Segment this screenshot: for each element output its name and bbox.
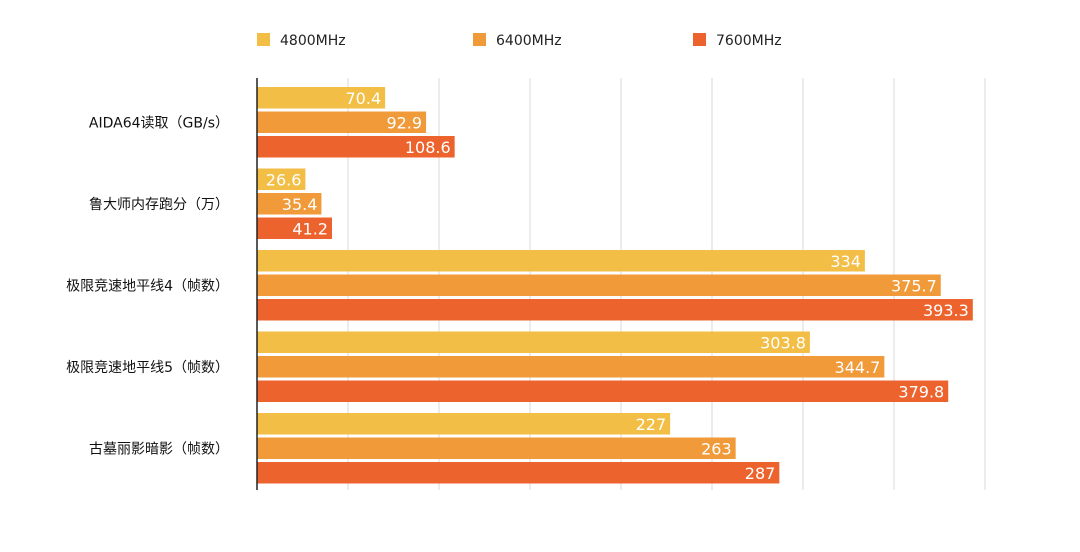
bar-value-label: 344.7 <box>835 358 881 377</box>
bar-value-label: 108.6 <box>405 138 451 157</box>
category-label: 古墓丽影暗影（帧数） <box>89 441 229 457</box>
bar <box>257 136 455 158</box>
bar <box>257 331 810 353</box>
bar-value-label: 375.7 <box>891 276 937 295</box>
bar-value-label: 35.4 <box>282 195 318 214</box>
bar-value-label: 263 <box>701 439 732 458</box>
bar <box>257 250 865 272</box>
category-label: AIDA64读取（GB/s） <box>89 114 229 131</box>
bar <box>257 193 322 215</box>
category-label: 极限竞速地平线5（帧数） <box>66 359 229 376</box>
legend-swatch <box>693 33 706 46</box>
bars: 70.492.9 108.6 26.6 35.4 41.2 334 375.7 393.3 30… <box>257 87 973 484</box>
legend-label: 4800MHz <box>280 33 346 49</box>
bar <box>257 299 973 321</box>
bar <box>257 356 885 378</box>
legend-label: 7600MHz <box>716 33 782 49</box>
bar <box>257 111 427 133</box>
legend: 4800MHz 6400MHz 7600MHz <box>257 33 782 49</box>
bar <box>257 274 941 296</box>
legend-swatch <box>473 33 486 46</box>
bar-value-label: 26.6 <box>266 170 302 189</box>
bar <box>257 217 332 239</box>
bar <box>257 168 306 190</box>
category-labels: AIDA64读取（GB/s） 鲁大师内存跑分（万） 极限竞速地平线4（帧数） 极限竞速… <box>66 114 229 457</box>
bar <box>257 413 671 435</box>
bar <box>257 462 780 484</box>
bar <box>257 437 736 459</box>
bar-value-label: 379.8 <box>898 382 944 401</box>
bar-value-label: 393.3 <box>923 301 969 320</box>
bar-value-label: 70.4 <box>346 89 382 108</box>
category-label: 极限竞速地平线4（帧数） <box>66 277 229 294</box>
bar-value-label: 92.9 <box>386 113 422 132</box>
bar <box>257 380 949 402</box>
bar-value-label: 334 <box>830 252 861 271</box>
legend-label: 6400MHz <box>496 33 562 49</box>
bar-value-label: 41.2 <box>292 219 328 238</box>
bar-value-label: 227 <box>636 415 667 434</box>
legend-swatch <box>257 33 270 46</box>
bar-value-label: 287 <box>745 464 776 483</box>
bar <box>257 87 386 109</box>
category-label: 鲁大师内存跑分（万） <box>89 197 229 213</box>
bar-value-label: 303.8 <box>760 333 806 352</box>
